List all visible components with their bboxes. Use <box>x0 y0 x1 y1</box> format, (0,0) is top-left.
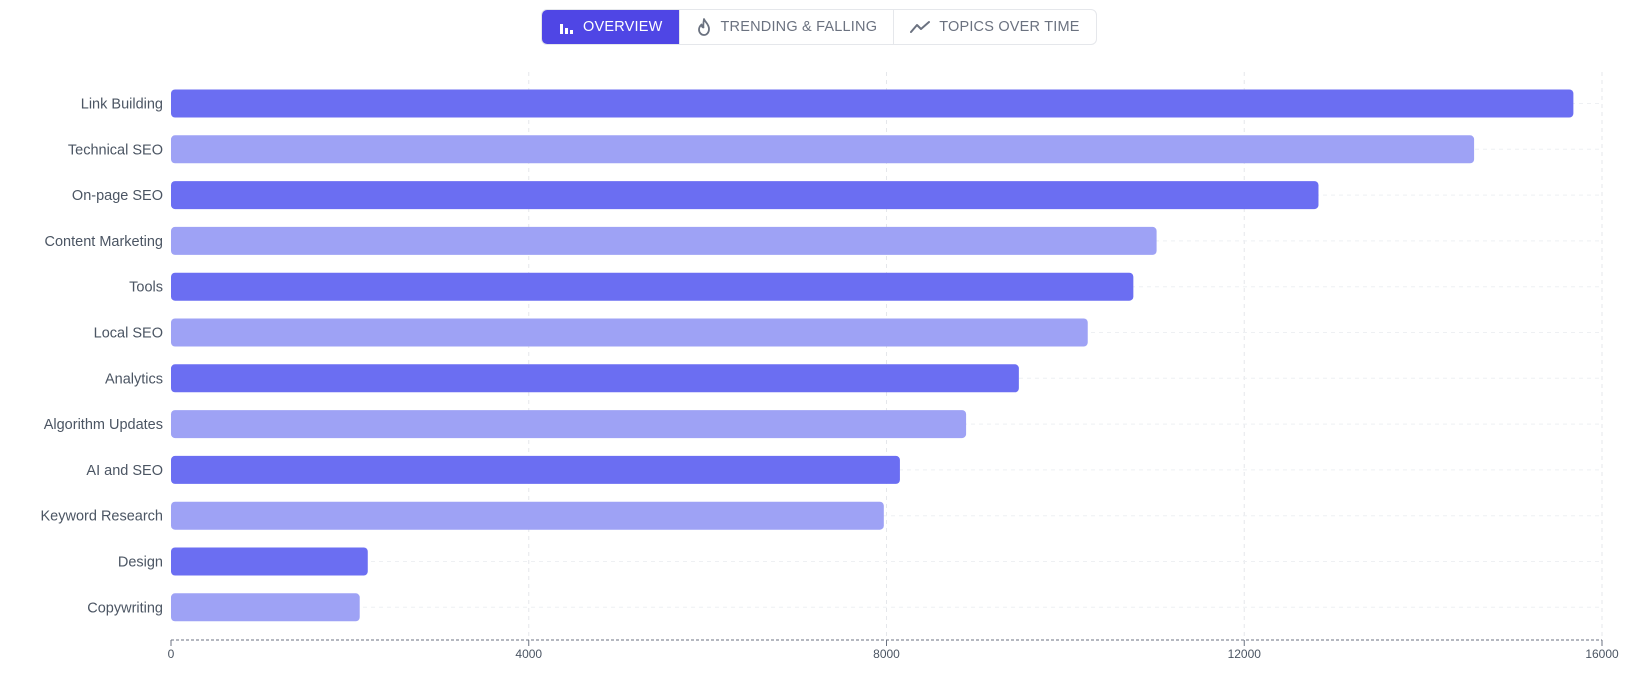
x-tick-label: 16000 <box>1585 647 1619 661</box>
y-tick-label: On-page SEO <box>72 188 163 204</box>
bar-content-marketing <box>171 226 1157 255</box>
bar-chart-icon <box>558 19 574 35</box>
tab-overview-label: OVERVIEW <box>583 19 663 35</box>
x-tick-label: 12000 <box>1228 647 1262 661</box>
y-tick-label: Keyword Research <box>41 509 164 525</box>
tab-trending-falling-label: TRENDING & FALLING <box>720 19 878 35</box>
bar-tools <box>171 272 1134 301</box>
tab-trending-falling[interactable]: TRENDING & FALLING <box>680 10 895 44</box>
y-tick-label: Local SEO <box>94 326 163 342</box>
tab-topics-over-time[interactable]: TOPICS OVER TIME <box>894 10 1095 44</box>
y-tick-label: AI and SEO <box>86 463 163 479</box>
bar-link-building <box>171 89 1574 118</box>
trend-line-icon <box>910 20 931 34</box>
x-tick-label: 0 <box>168 647 175 661</box>
bar-local-seo <box>171 318 1088 347</box>
bar-copywriting <box>171 593 360 622</box>
view-tabs: OVERVIEW TRENDING & FALLING TOPICS OVER … <box>541 9 1097 45</box>
bar-analytics <box>171 364 1019 393</box>
bar-on-page-seo <box>171 181 1319 210</box>
tab-overview[interactable]: OVERVIEW <box>542 10 680 44</box>
bar-keyword-research <box>171 501 884 530</box>
tab-topics-over-time-label: TOPICS OVER TIME <box>939 19 1080 35</box>
y-tick-label: Link Building <box>81 97 163 113</box>
bar-design <box>171 547 368 576</box>
y-tick-label: Algorithm Updates <box>44 417 163 433</box>
y-tick-label: Copywriting <box>87 600 163 616</box>
x-tick-label: 8000 <box>873 647 900 661</box>
flame-icon <box>696 18 712 36</box>
x-tick-label: 4000 <box>515 647 542 661</box>
y-tick-label: Content Marketing <box>45 234 163 250</box>
y-tick-label: Technical SEO <box>68 142 163 158</box>
bar-ai-and-seo <box>171 455 900 484</box>
y-tick-label: Tools <box>129 280 163 296</box>
bar-algorithm-updates <box>171 410 967 439</box>
bar-technical-seo <box>171 135 1475 164</box>
y-tick-label: Analytics <box>105 371 163 387</box>
y-tick-label: Design <box>118 555 163 571</box>
